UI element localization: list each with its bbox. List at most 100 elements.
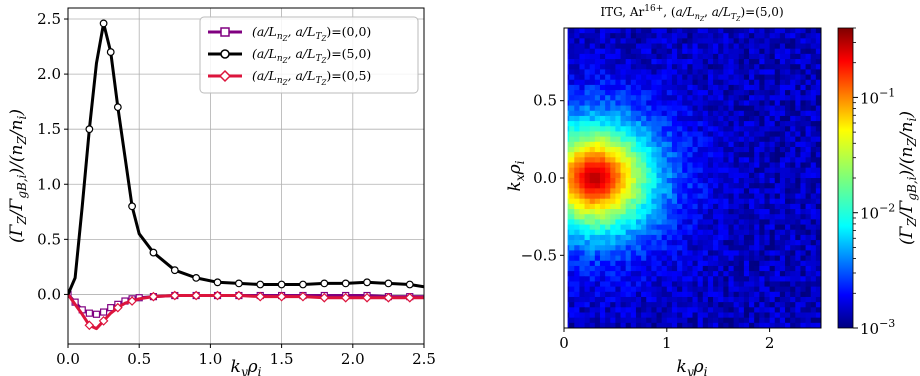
heatmap-cell xyxy=(743,234,750,241)
heatmap-cell xyxy=(718,219,724,225)
heatmap-cell xyxy=(656,33,663,39)
heatmap-cell xyxy=(774,178,781,184)
heatmap-cell xyxy=(738,198,745,205)
heatmap-cell xyxy=(625,162,632,169)
heatmap-cell xyxy=(584,157,591,163)
heatmap-cell xyxy=(805,152,812,158)
heatmap-cell xyxy=(687,162,693,169)
heatmap-cell xyxy=(615,203,621,210)
heatmap-cell xyxy=(713,95,719,101)
heatmap-cell xyxy=(656,219,663,225)
heatmap-cell xyxy=(589,38,596,44)
heatmap-cell xyxy=(749,105,755,112)
heatmap-cell xyxy=(666,167,673,174)
heatmap-cell xyxy=(800,64,806,70)
heatmap-cell xyxy=(743,33,750,39)
heatmap-cell xyxy=(738,146,745,153)
heatmap-cell xyxy=(707,141,714,148)
heatmap-cell xyxy=(738,209,745,215)
heatmap-cell xyxy=(656,100,663,106)
heatmap-cell xyxy=(764,198,770,205)
heatmap-cell xyxy=(723,115,729,122)
heatmap-cell xyxy=(713,146,719,153)
heatmap-cell xyxy=(574,84,580,91)
heatmap-cell xyxy=(589,183,596,189)
heatmap-cell xyxy=(790,74,796,81)
heatmap-cell xyxy=(800,28,806,34)
heatmap-cell xyxy=(702,74,709,81)
heatmap-cell xyxy=(579,146,585,153)
heatmap-cell xyxy=(754,219,760,225)
heatmap-cell xyxy=(769,255,776,262)
heatmap-cell xyxy=(815,255,822,262)
heatmap-cell xyxy=(810,115,817,122)
heatmap-cell xyxy=(738,317,745,324)
heatmap-cell xyxy=(749,90,755,96)
heatmap-cell xyxy=(713,317,719,324)
heatmap-cell xyxy=(707,172,714,179)
heatmap-cell xyxy=(743,265,750,272)
heatmap-cell xyxy=(692,79,699,86)
heatmap-cell xyxy=(774,33,781,39)
heatmap-cell xyxy=(646,312,652,319)
heatmap-cell xyxy=(779,307,786,313)
heatmap-cell xyxy=(718,69,724,75)
heatmap-cell xyxy=(692,302,699,308)
heatmap-cell xyxy=(759,146,765,153)
heatmap-cell xyxy=(738,131,745,138)
heatmap-cell xyxy=(749,126,755,132)
heatmap-cell xyxy=(759,250,765,256)
heatmap-cell xyxy=(610,28,616,34)
heatmap-cell xyxy=(574,198,580,205)
heatmap-cell xyxy=(702,178,709,184)
heatmap-cell xyxy=(641,152,647,158)
heatmap-cell xyxy=(569,312,575,319)
heatmap-cell xyxy=(743,110,750,117)
heatmap-cell xyxy=(594,271,601,277)
heatmap-cell xyxy=(625,48,632,55)
heatmap-cell xyxy=(692,271,699,277)
heatmap-cell xyxy=(697,178,704,184)
heatmap-cell xyxy=(733,141,740,148)
heatmap-cell xyxy=(713,64,719,70)
heatmap-cell xyxy=(800,100,806,106)
heatmap-cell xyxy=(769,250,776,256)
heatmap-cell xyxy=(810,219,817,225)
heatmap-cell xyxy=(605,234,611,241)
heatmap-cell xyxy=(759,141,765,148)
heatmap-cell xyxy=(620,167,627,174)
heatmap-cell xyxy=(620,69,627,75)
heatmap-cell xyxy=(754,302,760,308)
heatmap-cell xyxy=(692,126,699,132)
heatmap-cell xyxy=(785,162,791,169)
heatmap-cell xyxy=(769,28,776,34)
heatmap-cell xyxy=(666,234,673,241)
heatmap-cell xyxy=(682,74,688,81)
heatmap-cell xyxy=(687,281,693,288)
heatmap-cell xyxy=(728,291,735,298)
heatmap-cell xyxy=(584,312,591,319)
heatmap-cell xyxy=(713,43,719,50)
heatmap-cell xyxy=(810,302,817,308)
heatmap-cell xyxy=(800,203,806,210)
heatmap-cell xyxy=(718,95,724,101)
heatmap-cell xyxy=(574,115,580,122)
heatmap-cell xyxy=(671,255,678,262)
heatmap-cell xyxy=(574,224,580,231)
heatmap-cell xyxy=(749,302,755,308)
heatmap-cell xyxy=(764,312,770,319)
heatmap-cell xyxy=(594,193,601,200)
heatmap-cell xyxy=(749,245,755,251)
heatmap-cell xyxy=(574,110,580,117)
heatmap-cell xyxy=(574,265,580,272)
heatmap-cell xyxy=(754,167,760,174)
heatmap-cell xyxy=(574,229,580,236)
heatmap-cell xyxy=(697,271,704,277)
heatmap-cell xyxy=(641,198,647,205)
heatmap-cell xyxy=(707,84,714,91)
heatmap-cell xyxy=(682,167,688,174)
heatmap-cell xyxy=(584,95,591,101)
heatmap-cell xyxy=(805,255,812,262)
heatmap-cell xyxy=(800,193,806,200)
heatmap-cell xyxy=(800,198,806,205)
